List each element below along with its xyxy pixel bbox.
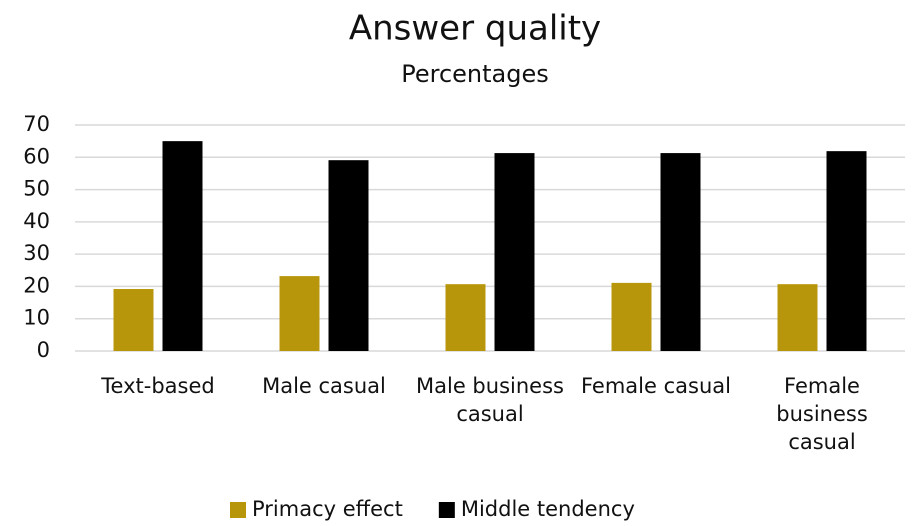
y-tick-label: 0 — [37, 338, 50, 362]
bar — [328, 160, 369, 351]
bar — [279, 276, 320, 351]
chart-subtitle: Percentages — [401, 60, 549, 88]
y-tick-label: 10 — [23, 306, 50, 330]
y-tick-label: 20 — [23, 273, 50, 297]
legend-label: Primacy effect — [252, 497, 403, 521]
x-tick-label: Text-based — [101, 374, 215, 398]
y-tick-label: 40 — [23, 209, 50, 233]
bar — [777, 284, 818, 351]
bar — [445, 284, 486, 351]
y-tick-label: 60 — [23, 144, 50, 168]
bar — [611, 282, 652, 351]
legend-swatch — [438, 502, 455, 518]
x-tick-label: Male casual — [262, 374, 386, 398]
x-tick-label: Male business casual — [416, 374, 564, 426]
bar — [494, 153, 535, 351]
x-tick-label: Female casual — [581, 374, 731, 398]
chart-title: Answer quality — [349, 9, 601, 49]
bar — [660, 153, 701, 351]
y-tick-label: 50 — [23, 177, 50, 201]
bar — [162, 141, 203, 351]
x-tick-label: Female business casual — [776, 374, 868, 454]
y-tick-label: 70 — [23, 112, 50, 136]
bar — [113, 289, 154, 351]
legend-swatch — [230, 502, 246, 518]
y-tick-label: 30 — [23, 241, 50, 265]
bar — [826, 151, 867, 351]
legend-label: Middle tendency — [461, 497, 635, 521]
